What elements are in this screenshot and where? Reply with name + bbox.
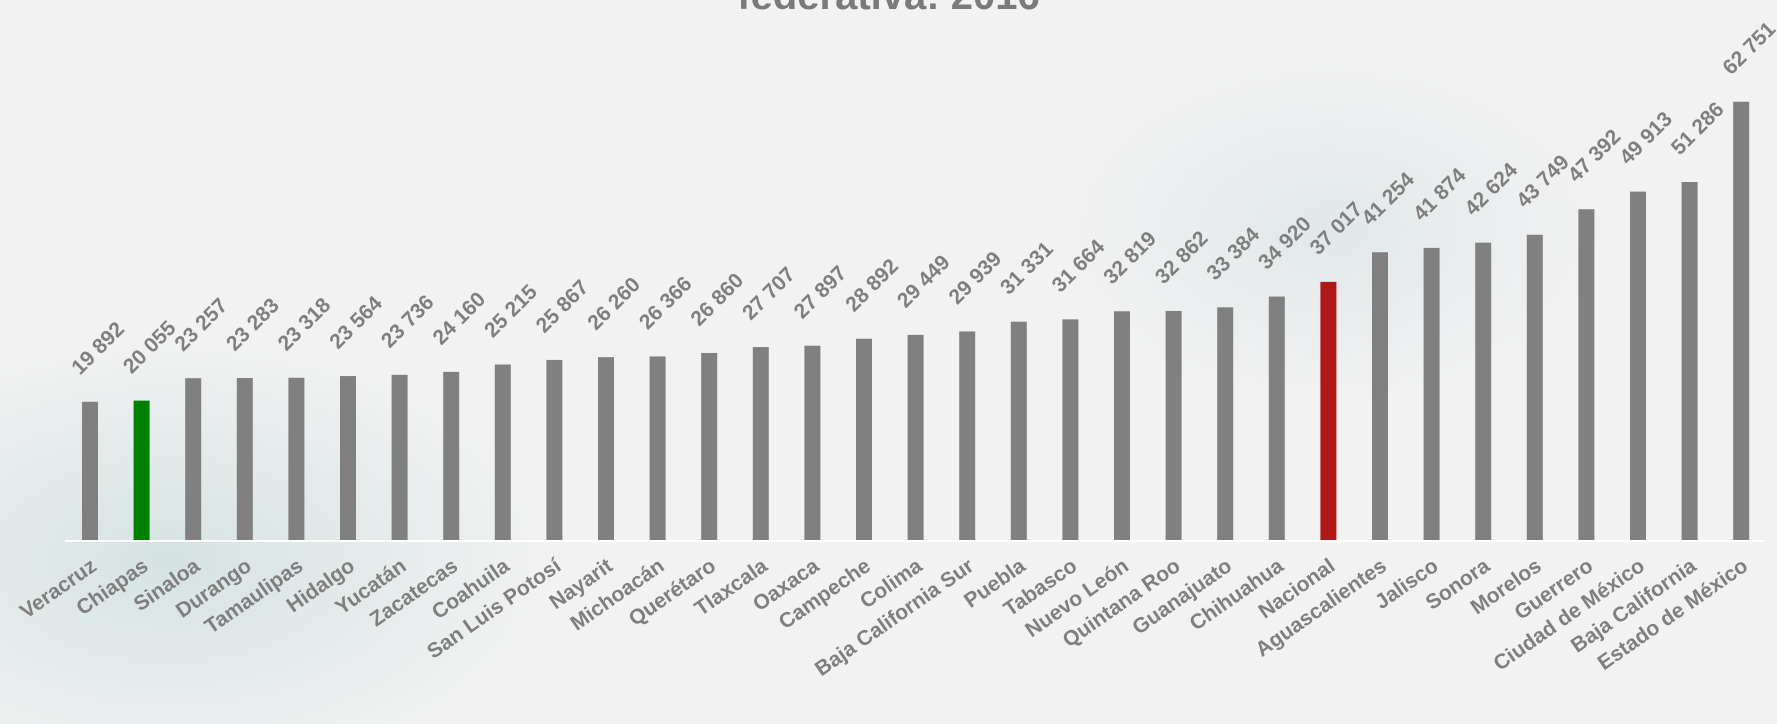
bar-aguascalientes xyxy=(1372,252,1388,542)
bar-queretaro xyxy=(701,352,718,541)
value-label-morelos: 43 749 xyxy=(1512,151,1574,213)
bar-baja-california xyxy=(1681,181,1698,542)
chart-title: federativa: 2016 xyxy=(0,0,1777,19)
value-label-colima: 29 449 xyxy=(893,251,955,313)
value-label-baja-california: 51 286 xyxy=(1667,98,1729,160)
value-label-michoacan: 26 366 xyxy=(635,272,697,334)
bar-jalisco xyxy=(1423,247,1440,541)
value-label-guanajuato: 33 384 xyxy=(1202,223,1264,285)
bar-nayarit xyxy=(598,357,614,541)
bar-tamaulipas xyxy=(288,377,305,541)
value-label-queretaro: 26 860 xyxy=(686,269,748,331)
bar-baja-california-sur xyxy=(959,331,976,541)
bar-zacatecas xyxy=(443,371,460,541)
bar-guanajuato xyxy=(1217,307,1234,541)
value-label-aguascalientes: 41 254 xyxy=(1357,168,1419,230)
value-label-quintana-roo: 32 862 xyxy=(1151,227,1213,289)
bar-san-luis-potosi xyxy=(546,359,563,541)
bar-veracruz xyxy=(82,401,98,541)
bar-nacional xyxy=(1320,281,1337,541)
value-label-sinaloa: 23 257 xyxy=(170,294,232,356)
value-label-estado-de-mexico: 62 751 xyxy=(1718,17,1777,79)
bar-tlaxcala xyxy=(752,347,769,541)
value-label-nuevo-leon: 32 819 xyxy=(1099,227,1161,289)
bar-hidalgo xyxy=(340,376,356,541)
value-label-tamaulipas: 23 318 xyxy=(274,293,336,355)
bars-group xyxy=(82,101,1750,542)
value-label-jalisco: 41 874 xyxy=(1409,164,1471,226)
bar-sinaloa xyxy=(185,378,202,541)
value-label-sonora: 42 624 xyxy=(1460,158,1522,220)
bar-chiapas xyxy=(133,400,150,541)
bar-morelos xyxy=(1526,234,1543,541)
value-label-campeche: 28 892 xyxy=(841,255,903,317)
value-label-tlaxcala: 27 707 xyxy=(738,263,800,325)
bar-oaxaca xyxy=(804,345,821,541)
value-label-hidalgo: 23 564 xyxy=(325,292,387,354)
value-label-san-luis-potosi: 25 867 xyxy=(532,276,594,338)
bar-nuevo-leon xyxy=(1114,311,1130,541)
bar-michoacan xyxy=(649,356,666,541)
bar-campeche xyxy=(856,338,872,541)
bar-chihuahua xyxy=(1268,296,1285,541)
bar-puebla xyxy=(1010,321,1027,541)
value-label-guerrero: 47 392 xyxy=(1564,125,1626,187)
bar-sonora xyxy=(1475,242,1492,541)
bar-guerrero xyxy=(1578,209,1595,542)
value-label-puebla: 31 331 xyxy=(996,237,1058,299)
value-label-yucatan: 23 736 xyxy=(377,291,439,353)
bar-tabasco xyxy=(1062,319,1079,541)
bar-ciudad-de-mexico xyxy=(1630,191,1646,541)
value-label-durango: 23 283 xyxy=(222,294,284,356)
bar-colima xyxy=(907,334,924,541)
value-label-chiapas: 20 055 xyxy=(119,316,181,378)
value-label-coahuila: 25 215 xyxy=(480,280,542,342)
value-label-ciudad-de-mexico: 49 913 xyxy=(1615,107,1677,169)
bar-quintana-roo xyxy=(1165,310,1182,541)
value-label-zacatecas: 24 160 xyxy=(428,288,490,350)
bar-yucatan xyxy=(391,374,408,541)
value-label-nayarit: 26 260 xyxy=(583,273,645,335)
bar-coahuila xyxy=(494,364,511,541)
category-labels-group: VeracruzChiapasSinaloaDurangoTamaulipasH… xyxy=(16,554,1752,681)
value-label-oaxaca: 27 897 xyxy=(790,262,852,324)
value-label-baja-california-sur: 29 939 xyxy=(944,247,1006,309)
value-label-veracruz: 19 892 xyxy=(67,318,129,380)
value-label-tabasco: 31 664 xyxy=(1048,235,1110,297)
bar-estado-de-mexico xyxy=(1733,101,1750,542)
bar-durango xyxy=(236,378,253,541)
